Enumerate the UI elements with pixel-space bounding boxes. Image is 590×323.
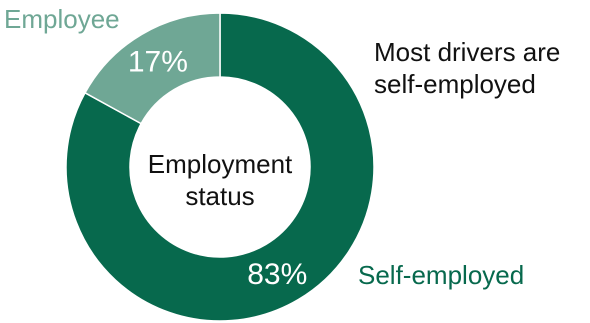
center-label: Employment status — [120, 148, 320, 212]
slices-group — [65, 12, 375, 322]
annotation: Most drivers are self-employed — [374, 36, 584, 100]
annotation-line-2: self-employed — [374, 69, 536, 99]
center-label-line-2: status — [185, 181, 255, 211]
center-label-line-1: Employment — [147, 149, 293, 179]
slice-self-employed — [65, 12, 375, 322]
slice-employee — [84, 12, 221, 125]
annotation-line-1: Most drivers are — [374, 37, 561, 67]
value-labels-group: 83% 17% — [128, 45, 307, 291]
value-label-self-employed: 83% — [247, 258, 307, 291]
category-label-self-employed: Self-employed — [358, 260, 525, 290]
value-label-employee: 17% — [128, 45, 188, 78]
category-label-employee: Employee — [4, 4, 120, 34]
